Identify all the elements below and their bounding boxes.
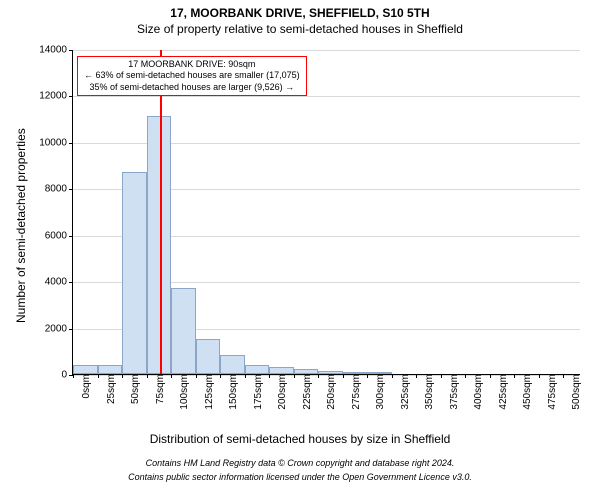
histogram-bar [367,372,392,374]
histogram-bar [318,371,343,374]
y-tick-label: 2000 [45,323,73,334]
annotation-line: ← 63% of semi-detached houses are smalle… [84,70,300,81]
x-tick-label: 25sqm [102,374,117,404]
histogram-bar [294,369,319,374]
gridline [73,50,580,51]
histogram-bar [73,365,98,374]
histogram-bar [220,355,245,374]
annotation-box: 17 MOORBANK DRIVE: 90sqm← 63% of semi-de… [77,56,307,96]
x-tick-label: 75sqm [151,374,166,404]
x-tick-label: 275sqm [347,374,362,410]
y-tick-label: 14000 [39,45,73,56]
chart-area: 020004000600080001000012000140000sqm25sq… [72,50,580,375]
x-tick-label: 150sqm [224,374,239,410]
gridline [73,96,580,97]
histogram-bar [269,367,294,374]
footer-line-1: Contains HM Land Registry data © Crown c… [0,458,600,468]
y-tick-label: 0 [61,370,73,381]
x-tick-label: 300sqm [371,374,386,410]
reference-line [160,50,162,374]
y-tick-label: 4000 [45,277,73,288]
x-tick-label: 400sqm [469,374,484,410]
footer-line-2: Contains public sector information licen… [0,472,600,482]
y-tick-label: 10000 [39,137,73,148]
histogram-bar [196,339,221,374]
y-axis-label: Number of semi-detached properties [14,128,28,323]
x-tick-label: 350sqm [420,374,435,410]
x-tick-label: 250sqm [322,374,337,410]
histogram-bar [245,365,270,374]
histogram-bar [171,288,196,374]
x-tick-label: 175sqm [249,374,264,410]
x-tick-label: 225sqm [298,374,313,410]
x-tick-label: 50sqm [126,374,141,404]
annotation-line: 17 MOORBANK DRIVE: 90sqm [84,59,300,70]
y-tick-label: 12000 [39,91,73,102]
histogram-bar [122,172,147,374]
x-tick-label: 475sqm [543,374,558,410]
histogram-bar [343,372,368,374]
histogram-bar [98,365,123,374]
x-tick-label: 450sqm [518,374,533,410]
x-axis-label: Distribution of semi-detached houses by … [0,432,600,446]
x-tick-label: 425sqm [494,374,509,410]
x-tick-label: 500sqm [567,374,582,410]
chart-subtitle: Size of property relative to semi-detach… [0,20,600,36]
x-tick-label: 125sqm [200,374,215,410]
y-tick-label: 6000 [45,230,73,241]
histogram-bar [147,116,172,374]
y-tick-label: 8000 [45,184,73,195]
x-tick-label: 325sqm [396,374,411,410]
x-tick-label: 375sqm [445,374,460,410]
chart-title: 17, MOORBANK DRIVE, SHEFFIELD, S10 5TH [0,0,600,20]
x-tick-label: 0sqm [77,374,92,398]
annotation-line: 35% of semi-detached houses are larger (… [84,82,300,93]
x-tick-label: 200sqm [273,374,288,410]
x-tick-label: 100sqm [175,374,190,410]
